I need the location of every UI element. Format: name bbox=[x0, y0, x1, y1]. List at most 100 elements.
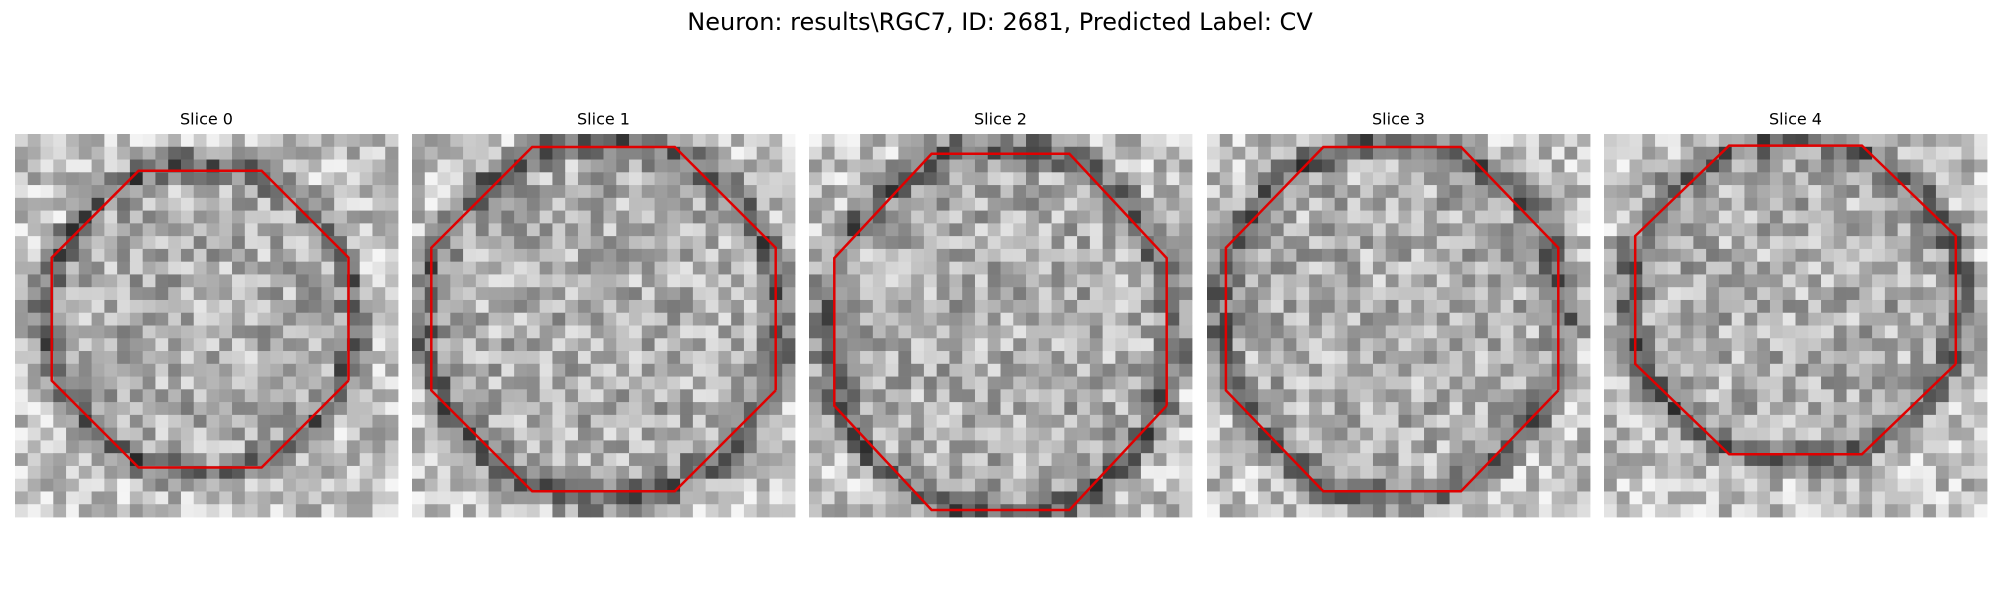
pixel bbox=[1232, 146, 1246, 160]
pixel bbox=[1385, 134, 1399, 148]
pixel bbox=[1629, 402, 1643, 416]
pixel bbox=[987, 325, 1001, 339]
pixel bbox=[1731, 402, 1745, 416]
pixel bbox=[412, 210, 426, 224]
pixel bbox=[501, 440, 515, 454]
pixel bbox=[219, 414, 233, 429]
pixel bbox=[1436, 325, 1450, 339]
pixel bbox=[78, 197, 92, 211]
pixel bbox=[1731, 134, 1745, 148]
pixel bbox=[1153, 134, 1167, 148]
pixel bbox=[219, 134, 233, 148]
pixel bbox=[1475, 351, 1489, 365]
pixel bbox=[385, 465, 399, 480]
pixel bbox=[731, 312, 745, 326]
pixel bbox=[692, 427, 707, 441]
pixel bbox=[142, 402, 156, 416]
pixel bbox=[193, 440, 207, 454]
pixel bbox=[911, 299, 925, 314]
pixel bbox=[1551, 172, 1565, 186]
pixel bbox=[1795, 210, 1809, 224]
pixel bbox=[1258, 465, 1272, 480]
pixel bbox=[168, 453, 182, 467]
pixel bbox=[1667, 261, 1681, 275]
pixel bbox=[488, 236, 502, 250]
pixel bbox=[168, 427, 182, 441]
pixel bbox=[450, 453, 464, 467]
pixel bbox=[359, 491, 373, 505]
pixel bbox=[552, 363, 566, 377]
pixel bbox=[501, 491, 515, 505]
pixel bbox=[936, 427, 950, 441]
pixel bbox=[180, 427, 195, 441]
pixel bbox=[219, 453, 233, 467]
pixel bbox=[1347, 261, 1361, 275]
pixel bbox=[206, 389, 220, 403]
pixel bbox=[270, 261, 284, 275]
pixel bbox=[539, 325, 553, 339]
pixel bbox=[1475, 185, 1489, 199]
pixel bbox=[488, 274, 502, 288]
pixel bbox=[40, 274, 54, 288]
pixel bbox=[1334, 414, 1348, 429]
pixel bbox=[1128, 478, 1142, 492]
pixel bbox=[860, 453, 874, 467]
pixel bbox=[1604, 325, 1618, 339]
pixel bbox=[539, 261, 553, 275]
pixel bbox=[974, 478, 989, 492]
pixel bbox=[321, 338, 335, 352]
pixel bbox=[603, 185, 617, 199]
pixel bbox=[1718, 414, 1733, 429]
pixel bbox=[1051, 159, 1065, 173]
pixel bbox=[654, 312, 668, 326]
pixel bbox=[1449, 299, 1463, 314]
pixel bbox=[1744, 312, 1758, 326]
pixel bbox=[987, 223, 1001, 237]
pixel bbox=[437, 478, 451, 492]
pixel bbox=[1296, 504, 1310, 518]
pixel bbox=[1500, 223, 1514, 237]
pixel bbox=[1935, 172, 1950, 186]
pixel bbox=[1872, 363, 1886, 377]
pixel bbox=[577, 389, 592, 403]
pixel bbox=[372, 491, 386, 505]
pixel bbox=[424, 402, 438, 416]
pixel bbox=[66, 491, 80, 505]
pixel bbox=[821, 414, 835, 429]
pixel bbox=[385, 185, 399, 199]
pixel bbox=[1833, 414, 1847, 429]
pixel bbox=[1424, 376, 1438, 390]
pixel bbox=[270, 274, 284, 288]
pixel bbox=[936, 248, 950, 263]
pixel bbox=[1064, 223, 1078, 237]
pixel bbox=[1411, 427, 1425, 441]
pixel bbox=[1616, 197, 1630, 211]
pixel bbox=[372, 287, 386, 301]
pixel bbox=[911, 236, 925, 250]
pixel bbox=[142, 172, 156, 186]
pixel bbox=[911, 440, 925, 454]
pixel bbox=[898, 134, 912, 148]
pixel bbox=[206, 299, 220, 314]
pixel bbox=[372, 427, 386, 441]
pixel bbox=[1884, 491, 1899, 505]
pixel bbox=[1102, 287, 1116, 301]
pixel bbox=[283, 414, 297, 429]
pixel bbox=[168, 338, 182, 352]
slice-panel: Slice 1 bbox=[412, 110, 796, 518]
pixel bbox=[1782, 210, 1796, 224]
pixel bbox=[1487, 491, 1502, 505]
pixel bbox=[1232, 453, 1246, 467]
pixel bbox=[78, 134, 92, 148]
pixel bbox=[232, 427, 246, 441]
pixel bbox=[117, 223, 131, 237]
pixel bbox=[359, 414, 373, 429]
pixel bbox=[1821, 261, 1835, 275]
pixel bbox=[731, 261, 745, 275]
pixel bbox=[1782, 338, 1796, 352]
pixel bbox=[1000, 414, 1014, 429]
pixel bbox=[1821, 134, 1835, 148]
pixel bbox=[1961, 453, 1975, 467]
pixel bbox=[1526, 312, 1540, 326]
pixel bbox=[1629, 389, 1643, 403]
